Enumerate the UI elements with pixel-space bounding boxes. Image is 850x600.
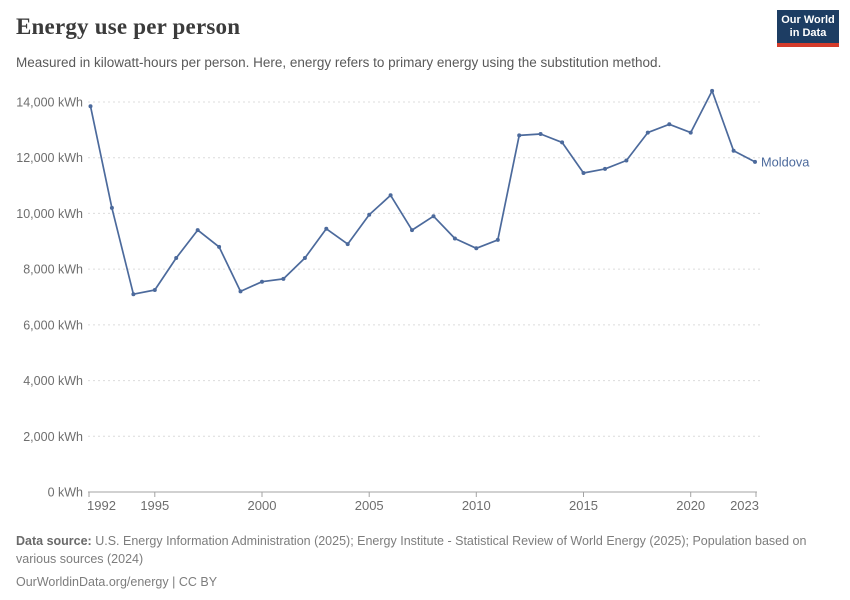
data-point-2022[interactable] — [731, 148, 736, 153]
data-source-line: Data source: U.S. Energy Information Adm… — [16, 532, 816, 568]
y-tick-label-4000: 4,000 kWh — [23, 374, 83, 388]
y-tick-label-8000: 8,000 kWh — [23, 263, 83, 277]
data-point-2012[interactable] — [517, 133, 522, 138]
data-point-2021[interactable] — [710, 88, 715, 93]
data-point-1996[interactable] — [174, 256, 179, 260]
x-tick-label-1995: 1995 — [140, 498, 169, 513]
logo-line1: Our World — [781, 13, 835, 26]
data-point-1998[interactable] — [217, 244, 222, 249]
footer-links: OurWorldinData.org/energy | CC BY — [16, 573, 816, 591]
logo-line2: in Data — [789, 26, 827, 39]
data-point-2001[interactable] — [281, 276, 286, 281]
data-point-2010[interactable] — [474, 246, 479, 251]
series-end-label-moldova[interactable]: Moldova — [761, 154, 810, 169]
data-point-2016[interactable] — [603, 166, 607, 171]
data-point-2007[interactable] — [410, 228, 414, 233]
x-tick-label-2020: 2020 — [676, 498, 705, 513]
data-point-1993[interactable] — [109, 205, 114, 210]
data-source-text: U.S. Energy Information Administration (… — [16, 534, 807, 566]
data-point-2003[interactable] — [324, 226, 329, 231]
x-tick-label-2000: 2000 — [248, 498, 277, 513]
data-point-1999[interactable] — [238, 289, 243, 294]
chart-subtitle: Measured in kilowatt-hours per person. H… — [16, 55, 662, 70]
data-point-2005[interactable] — [367, 212, 372, 217]
data-point-2019[interactable] — [667, 122, 672, 127]
owid-logo[interactable]: Our World in Data — [777, 10, 839, 47]
x-tick-label-2023: 2023 — [730, 498, 759, 513]
x-tick-label-1992: 1992 — [87, 498, 116, 513]
data-point-1995[interactable] — [152, 288, 157, 292]
data-point-2009[interactable] — [452, 236, 457, 241]
data-point-2000[interactable] — [260, 279, 264, 284]
data-point-2023[interactable] — [753, 159, 757, 164]
y-tick-label-2000: 2,000 kWh — [23, 430, 83, 444]
series-line-moldova[interactable] — [89, 90, 756, 296]
x-tick-label-2015: 2015 — [569, 498, 598, 513]
owid-url-link[interactable]: OurWorldinData.org/energy — [16, 575, 169, 589]
license-label: CC BY — [178, 575, 218, 589]
data-point-1997[interactable] — [195, 228, 200, 233]
data-source-label: Data source: — [16, 534, 92, 548]
data-point-2008[interactable] — [431, 214, 436, 219]
data-point-1994[interactable] — [131, 292, 136, 297]
y-tick-label-6000: 6,000 kWh — [23, 318, 83, 332]
data-point-2013[interactable] — [538, 132, 543, 136]
chart-footer: Data source: U.S. Energy Information Adm… — [16, 532, 816, 591]
x-tick-label-2005: 2005 — [355, 498, 384, 513]
data-point-2018[interactable] — [645, 130, 650, 135]
data-point-2017[interactable] — [624, 158, 629, 163]
line-chart-canvas[interactable]: 0 kWh 2,000 kWh 4,000 kWh 6,000 kWh 8,000 kW… — [0, 85, 850, 525]
data-point-2014[interactable] — [560, 140, 565, 145]
page-title: Energy use per person — [16, 14, 241, 39]
data-point-2015[interactable] — [581, 171, 586, 175]
data-point-2004[interactable] — [345, 242, 350, 247]
y-tick-label-0: 0 kWh — [48, 486, 83, 500]
data-point-2011[interactable] — [495, 237, 500, 242]
data-point-2006[interactable] — [388, 193, 393, 198]
y-tick-label-12000: 12,000 kWh — [16, 151, 83, 165]
data-point-2002[interactable] — [302, 256, 307, 260]
x-tick-label-2010: 2010 — [462, 498, 491, 513]
footer-separator: | — [172, 575, 176, 589]
y-tick-label-14000: 14,000 kWh — [16, 96, 83, 110]
data-point-2020[interactable] — [688, 130, 693, 135]
data-point-1992[interactable] — [88, 104, 93, 109]
y-tick-label-10000: 10,000 kWh — [16, 207, 83, 221]
